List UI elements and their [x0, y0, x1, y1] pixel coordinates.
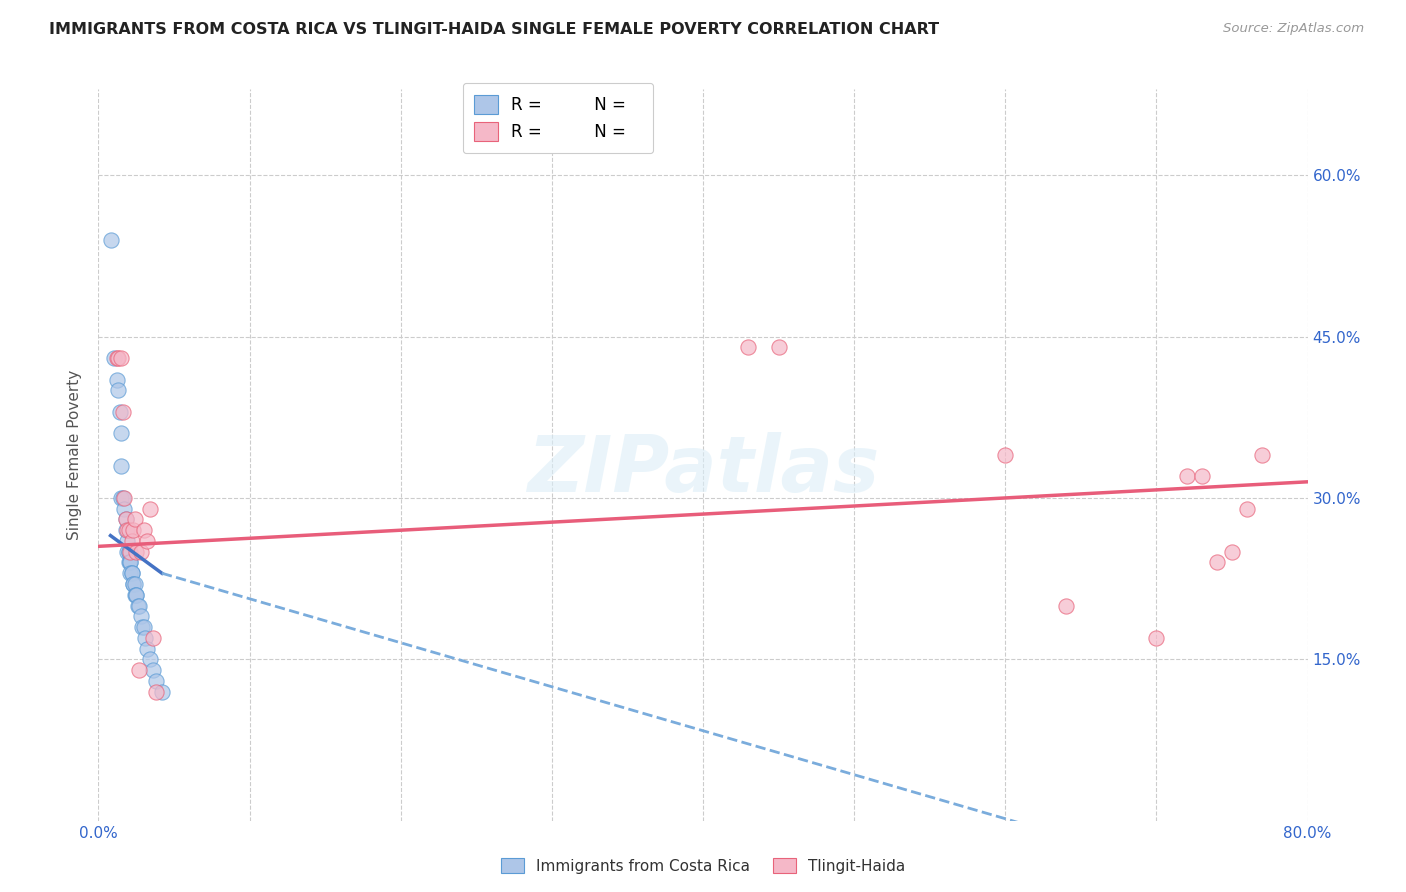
Point: [150, 684, 173, 698]
Point: [134, 631, 156, 645]
Text: N =: N =: [568, 95, 599, 113]
Point: [127, 599, 149, 613]
Point: [1236, 501, 1258, 516]
Point: [129, 545, 152, 559]
Point: [107, 384, 129, 398]
Point: [122, 577, 145, 591]
Point: [114, 523, 136, 537]
Point: [121, 566, 143, 581]
Point: [115, 545, 138, 559]
Point: [124, 577, 146, 591]
Point: [1144, 631, 1167, 645]
Y-axis label: Single Female Poverty: Single Female Poverty: [67, 370, 83, 540]
Legend: R =          N =   , R =          N =   : R = N = , R = N =: [463, 83, 654, 153]
Point: [1220, 545, 1243, 559]
Point: [122, 577, 145, 591]
Point: [1175, 469, 1198, 483]
Point: [112, 491, 135, 505]
Point: [111, 491, 134, 505]
Point: [103, 351, 125, 365]
Point: [107, 351, 129, 365]
Point: [135, 533, 157, 548]
Point: [100, 233, 122, 247]
Point: [129, 609, 152, 624]
Point: [110, 351, 132, 365]
Point: [125, 545, 148, 559]
Point: [142, 631, 165, 645]
Point: [121, 566, 143, 581]
Point: [145, 684, 167, 698]
Point: [124, 588, 146, 602]
Text: 39: 39: [614, 95, 636, 113]
Text: ZIPatlas: ZIPatlas: [527, 432, 879, 508]
Text: IMMIGRANTS FROM COSTA RICA VS TLINGIT-HAIDA SINGLE FEMALE POVERTY CORRELATION CH: IMMIGRANTS FROM COSTA RICA VS TLINGIT-HA…: [49, 22, 939, 37]
Point: [139, 652, 162, 666]
Point: [131, 620, 153, 634]
Point: [128, 599, 150, 613]
Point: [145, 673, 167, 688]
Point: [114, 512, 136, 526]
Point: [118, 545, 141, 559]
Point: [142, 663, 165, 677]
Point: [115, 523, 138, 537]
Text: Source: ZipAtlas.com: Source: ZipAtlas.com: [1223, 22, 1364, 36]
Point: [1251, 448, 1274, 462]
Point: [132, 620, 155, 634]
Text: 31: 31: [614, 128, 637, 146]
Point: [132, 523, 155, 537]
Point: [110, 426, 132, 441]
Point: [139, 501, 162, 516]
Point: [111, 405, 134, 419]
Point: [105, 351, 128, 365]
Point: [994, 448, 1017, 462]
Point: [121, 533, 143, 548]
Point: [737, 340, 759, 354]
Text: 0.147: 0.147: [509, 128, 557, 146]
Point: [114, 512, 136, 526]
Text: -0.094: -0.094: [506, 95, 560, 113]
Point: [125, 588, 148, 602]
Point: [125, 588, 148, 602]
Point: [110, 491, 132, 505]
Point: [110, 458, 132, 473]
Point: [128, 663, 150, 677]
Point: [120, 556, 142, 570]
Point: [112, 501, 135, 516]
Legend: Immigrants from Costa Rica, Tlingit-Haida: Immigrants from Costa Rica, Tlingit-Haid…: [495, 852, 911, 880]
Point: [120, 556, 142, 570]
Point: [1054, 599, 1077, 613]
Text: N =: N =: [568, 128, 599, 146]
Point: [768, 340, 790, 354]
Point: [1206, 556, 1229, 570]
Point: [108, 405, 131, 419]
Point: [118, 556, 141, 570]
Point: [1191, 469, 1213, 483]
Point: [118, 545, 141, 559]
Point: [105, 373, 128, 387]
Point: [124, 512, 146, 526]
Point: [120, 545, 142, 559]
Point: [118, 523, 141, 537]
Point: [135, 641, 157, 656]
Point: [115, 533, 138, 548]
Point: [122, 523, 145, 537]
Point: [120, 566, 142, 581]
